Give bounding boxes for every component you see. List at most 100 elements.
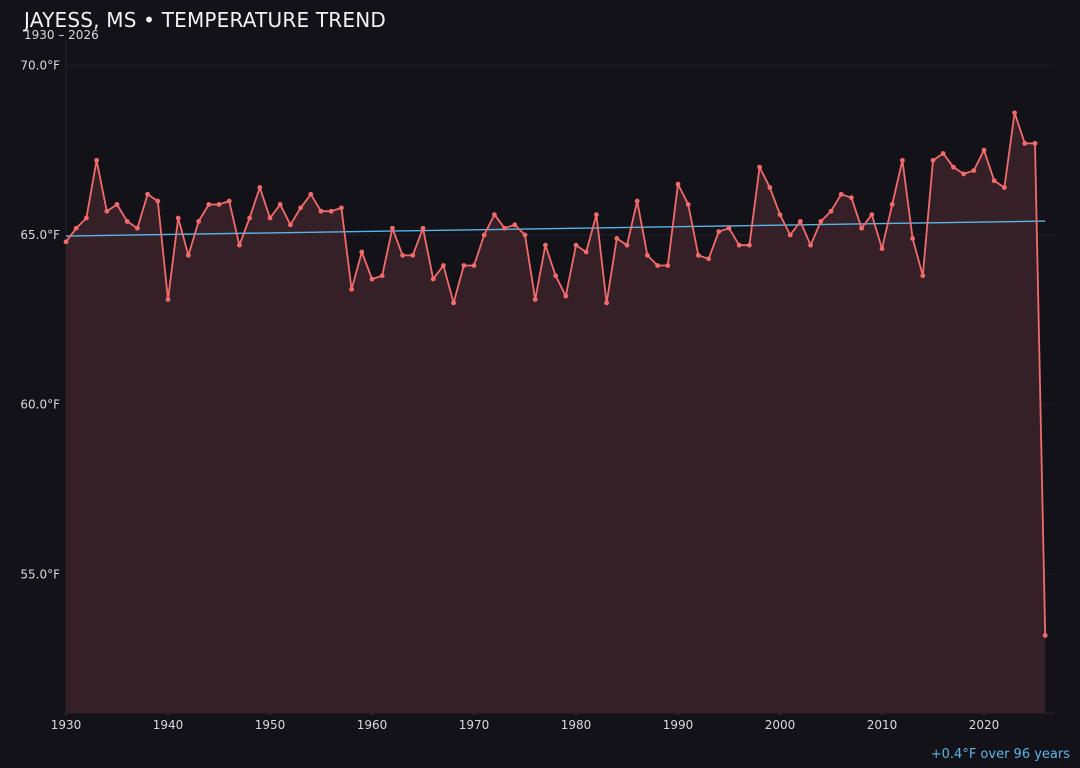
- data-point-1932: [84, 215, 89, 221]
- data-point-1986: [634, 198, 640, 204]
- data-point-1960: [369, 276, 375, 282]
- data-point-2005: [828, 208, 834, 214]
- data-point-1941: [175, 215, 181, 221]
- data-point-1949: [257, 185, 263, 190]
- data-point-1980: [573, 242, 579, 248]
- data-point-1968: [451, 300, 456, 306]
- data-point-1979: [563, 293, 569, 299]
- data-point-1990: [675, 181, 681, 187]
- data-point-2010: [879, 246, 885, 251]
- data-point-1987: [645, 252, 650, 258]
- x-tick-label: 2010: [867, 718, 898, 732]
- data-point-2017: [951, 164, 956, 170]
- data-point-1933: [94, 157, 99, 163]
- x-axis-ticks: 1930 1940 1950 1960 1970 1980 1990 2000 2010 2020: [51, 713, 1000, 732]
- data-point-1937: [135, 225, 140, 231]
- data-point-1970: [471, 263, 477, 268]
- data-point-1973: [502, 225, 507, 231]
- x-tick-label: 1940: [153, 718, 184, 732]
- data-point-1998: [757, 164, 762, 170]
- data-point-1992: [696, 252, 701, 258]
- data-point-1964: [410, 252, 416, 258]
- x-tick-label: 2000: [765, 718, 796, 732]
- data-point-1948: [247, 215, 253, 221]
- data-point-1956: [328, 208, 334, 214]
- x-tick-label: 1990: [663, 718, 694, 732]
- data-point-2024: [1022, 140, 1028, 146]
- chart-subtitle: 1930 – 2026: [24, 28, 99, 42]
- data-point-1983: [604, 300, 609, 306]
- data-point-2020: [981, 147, 987, 153]
- data-point-1957: [339, 205, 344, 211]
- data-point-1965: [420, 225, 426, 231]
- data-point-2011: [889, 202, 895, 207]
- data-point-1959: [359, 249, 365, 255]
- data-point-1993: [706, 256, 711, 262]
- data-point-2008: [859, 225, 864, 231]
- data-point-2021: [991, 178, 997, 184]
- data-point-1982: [594, 212, 599, 218]
- y-tick-label: 55.0°F: [20, 567, 60, 581]
- x-tick-label: 1970: [459, 718, 490, 732]
- data-point-1954: [308, 191, 314, 197]
- data-point-1963: [400, 252, 405, 258]
- data-point-1995: [726, 225, 732, 231]
- data-point-1940: [165, 297, 171, 302]
- data-point-1946: [226, 198, 232, 204]
- data-point-2026: [1042, 633, 1048, 638]
- trend-line: [65, 220, 1046, 237]
- data-point-2022: [1002, 185, 1007, 190]
- data-point-2000: [777, 212, 783, 218]
- data-point-1930: [63, 239, 69, 245]
- data-point-2007: [849, 195, 854, 201]
- x-tick-label: 1950: [255, 718, 286, 732]
- data-point-2004: [818, 219, 824, 224]
- data-point-2013: [910, 235, 915, 241]
- data-point-1945: [216, 202, 222, 207]
- data-point-1944: [206, 202, 212, 207]
- data-point-2009: [869, 212, 875, 218]
- data-point-2012: [900, 157, 905, 163]
- data-point-1966: [430, 276, 436, 282]
- data-point-1943: [196, 219, 202, 224]
- data-point-2015: [930, 157, 936, 163]
- data-point-1991: [685, 202, 691, 207]
- data-point-2006: [838, 191, 844, 197]
- data-point-1978: [553, 273, 558, 279]
- data-point-1981: [583, 249, 589, 255]
- data-point-2023: [1012, 110, 1017, 116]
- data-point-1977: [543, 242, 548, 248]
- chart-title: JAYESS, MS • TEMPERATURE TREND: [24, 8, 386, 32]
- data-point-2014: [920, 273, 926, 279]
- x-tick-label: 2020: [969, 718, 1000, 732]
- data-point-1950: [267, 215, 273, 221]
- data-point-1988: [655, 263, 660, 268]
- data-point-1953: [298, 205, 303, 211]
- data-point-1997: [747, 242, 752, 248]
- y-tick-label: 65.0°F: [20, 228, 60, 242]
- data-point-1955: [318, 208, 324, 214]
- data-point-1936: [124, 219, 130, 224]
- data-point-1962: [390, 225, 395, 231]
- data-points: [63, 110, 1048, 638]
- data-point-1952: [288, 222, 293, 228]
- data-point-1947: [237, 242, 242, 248]
- data-point-1939: [155, 198, 161, 204]
- data-point-1974: [512, 222, 518, 228]
- x-tick-label: 1930: [51, 718, 82, 732]
- data-point-1961: [379, 273, 385, 279]
- data-point-1999: [767, 185, 773, 190]
- data-point-1942: [186, 252, 191, 258]
- trend-annotation: +0.4°F over 96 years: [930, 747, 1070, 762]
- data-point-1971: [481, 232, 487, 238]
- data-point-1994: [716, 229, 722, 235]
- data-point-1996: [736, 242, 742, 248]
- data-point-1938: [145, 191, 151, 197]
- data-point-2025: [1032, 140, 1038, 146]
- x-tick-label: 1980: [561, 718, 592, 732]
- data-point-2016: [940, 151, 946, 156]
- data-point-2002: [798, 219, 803, 224]
- x-tick-label: 1960: [357, 718, 388, 732]
- data-point-1989: [665, 263, 671, 268]
